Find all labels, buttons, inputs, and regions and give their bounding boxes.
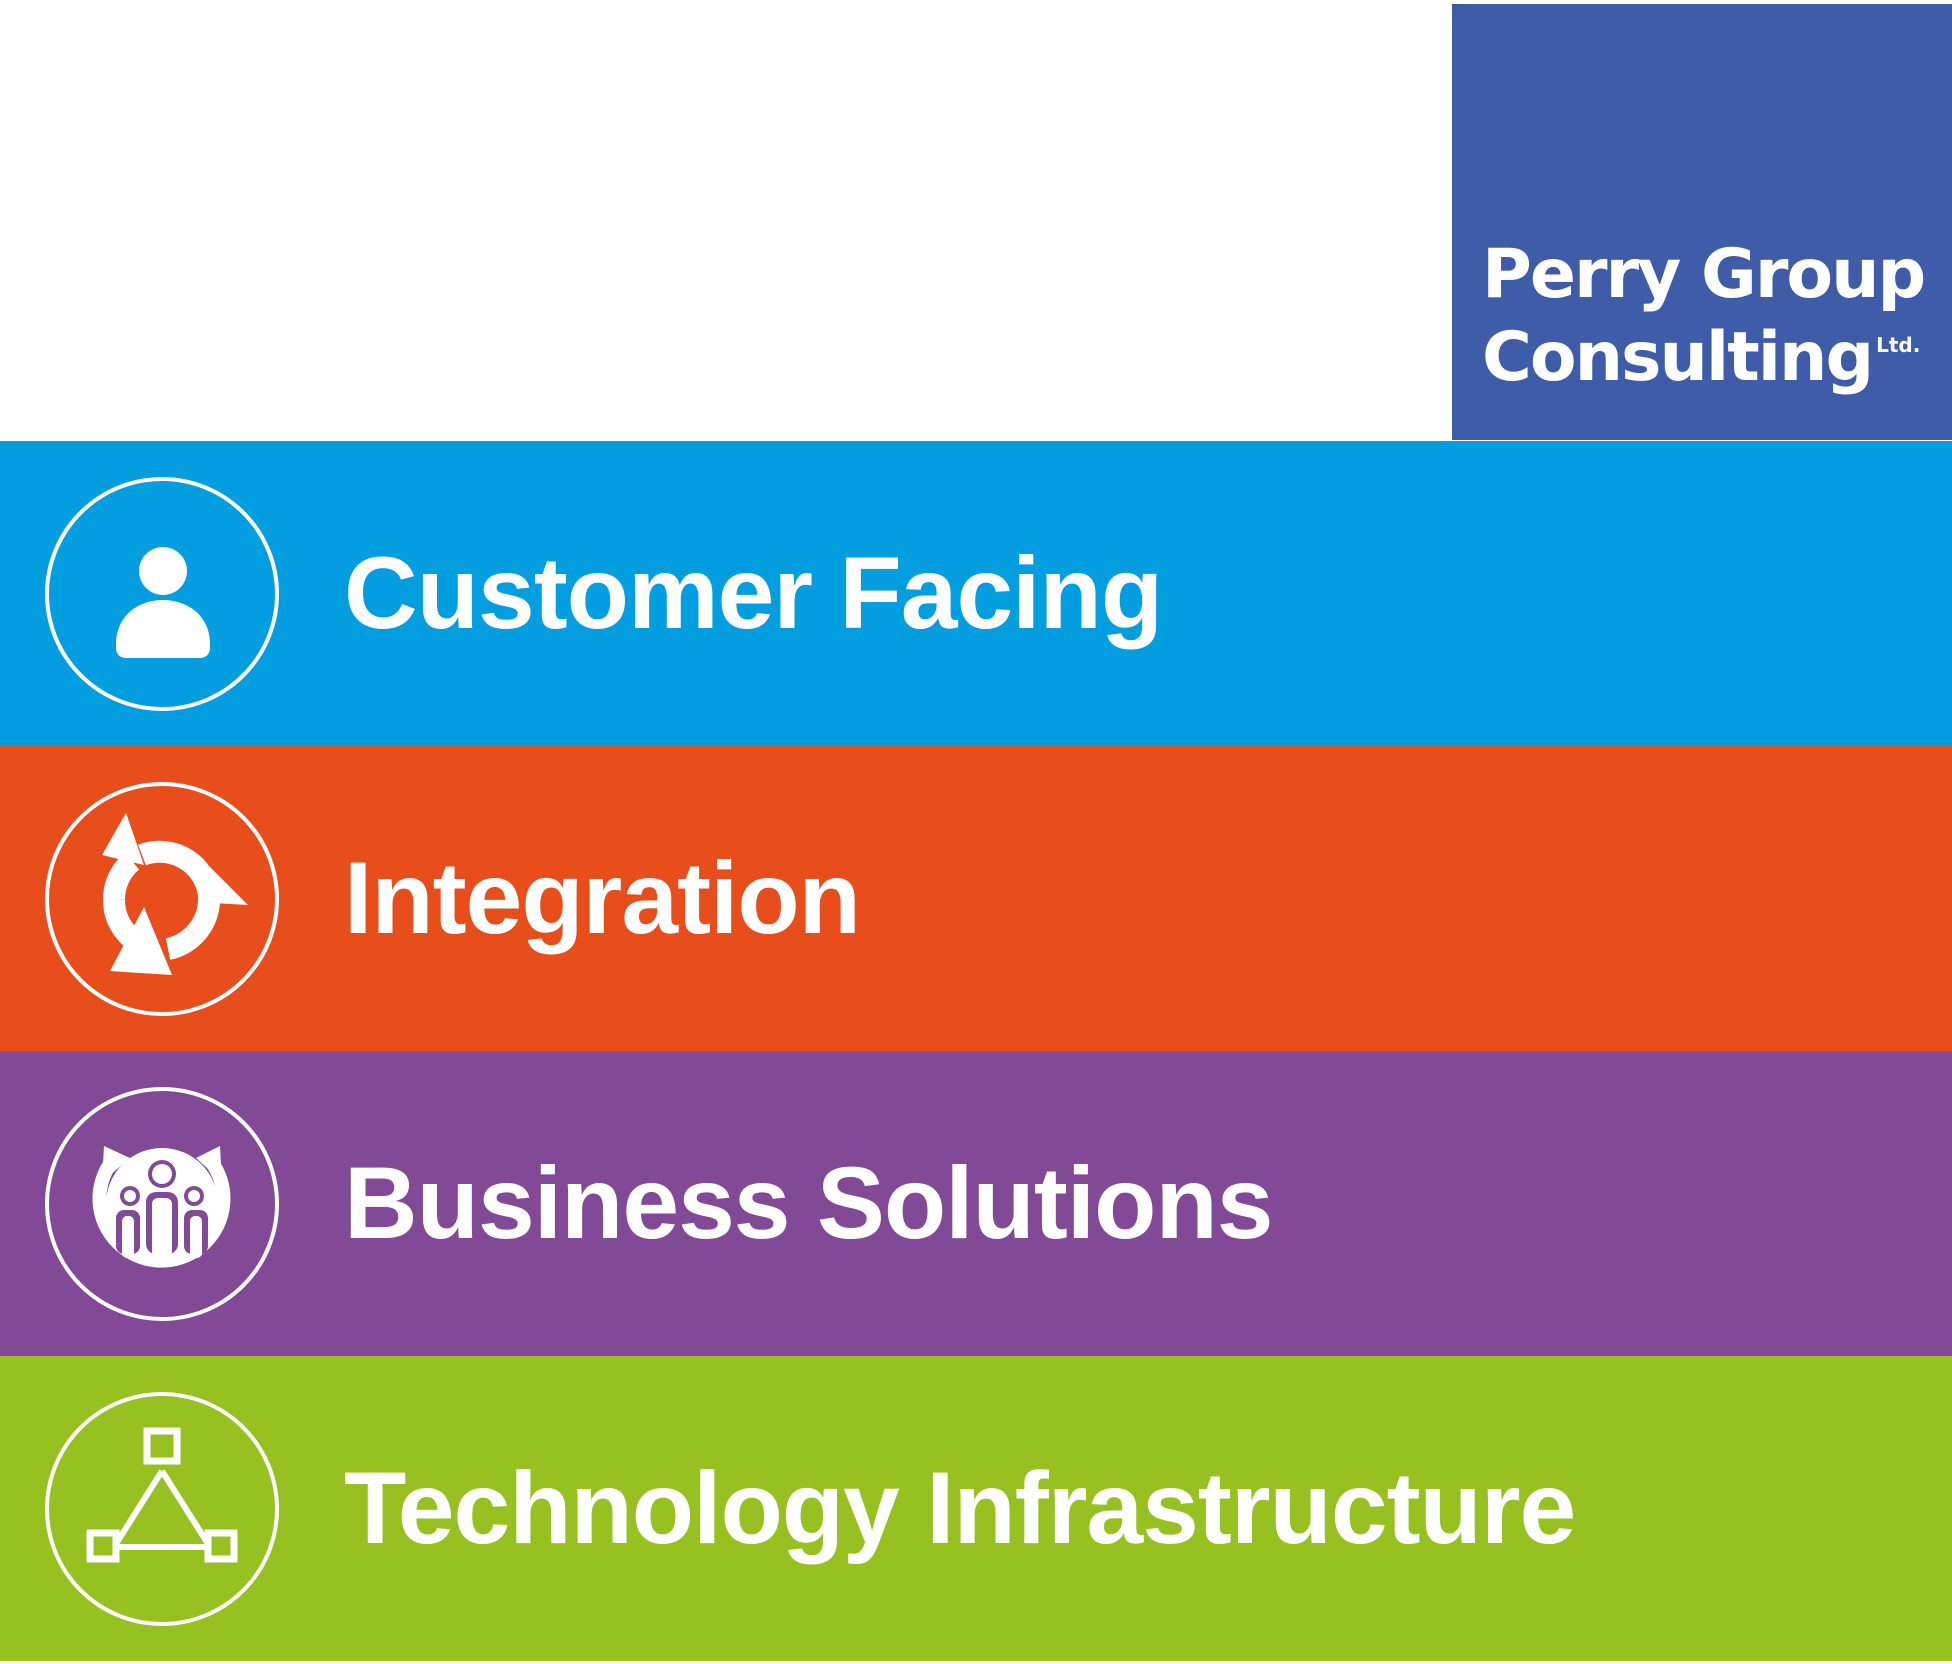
layer-label: Business Solutions (344, 1146, 1273, 1260)
network-nodes-icon (44, 1391, 280, 1627)
logo-suffix: Ltd. (1876, 333, 1921, 357)
logo: Perry Group Consulting Ltd. (1452, 4, 1952, 440)
layer-integration: Integration (0, 746, 1952, 1051)
layer-technology-infrastructure: Technology Infrastructure (0, 1356, 1952, 1661)
layer-business-solutions: Business Solutions (0, 1051, 1952, 1356)
logo-line-2: Consulting (1482, 318, 1874, 397)
logo-line-1: Perry Group (1482, 235, 1926, 314)
logo-text: Perry Group Consulting Ltd. (1482, 235, 1926, 393)
refresh-cycle-icon (44, 781, 280, 1017)
layer-label: Technology Infrastructure (344, 1451, 1576, 1565)
person-icon (44, 476, 280, 712)
team-cycle-icon (44, 1086, 280, 1322)
layer-label: Customer Facing (344, 536, 1163, 650)
layer-customer-facing: Customer Facing (0, 441, 1952, 746)
layer-label: Integration (344, 841, 861, 955)
